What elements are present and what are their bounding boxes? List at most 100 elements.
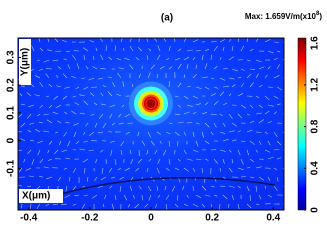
x-tick-label: 0: [148, 213, 154, 224]
field-arrow: [86, 176, 89, 182]
field-arrow: [69, 176, 71, 182]
field-arrow: [162, 149, 167, 156]
field-arrow: [237, 38, 240, 43]
field-arrow: [255, 112, 262, 115]
field-arrow: [195, 122, 200, 125]
field-arrow: [187, 213, 190, 218]
field-arrow: [109, 113, 113, 119]
field-arrow: [264, 149, 271, 153]
field-arrow: [124, 167, 131, 171]
field-arrow: [157, 158, 161, 165]
field-arrow: [129, 185, 133, 191]
field-arrow: [213, 100, 219, 106]
field-arrow: [183, 56, 190, 61]
field-arrow: [97, 185, 104, 188]
field-arrow: [237, 93, 244, 97]
field-arrow: [246, 149, 250, 156]
field-arrow: [150, 64, 156, 70]
max-label: Max: 1.659V/m(x108): [245, 11, 323, 22]
field-arrow: [255, 149, 259, 153]
field-arrow: [276, 140, 282, 146]
field-arrow: [18, 149, 23, 152]
field-arrow: [156, 54, 161, 61]
field-arrow: [93, 55, 95, 61]
field-arrow: [240, 158, 244, 165]
field-arrow: [29, 203, 32, 209]
field-arrow: [123, 194, 128, 201]
field-arrow: [138, 185, 142, 190]
field-arrow: [176, 194, 179, 201]
field-arrow: [111, 176, 116, 179]
field-arrow: [273, 185, 278, 191]
field-arrow: [246, 73, 252, 79]
field-arrow: [177, 48, 182, 52]
field-arrow: [34, 94, 41, 97]
field-arrow: [18, 113, 23, 118]
field-arrow: [71, 110, 77, 115]
field-arrow: [246, 203, 252, 209]
field-arrow: [91, 140, 98, 142]
field-arrow: [147, 131, 152, 138]
field-arrow: [52, 203, 59, 205]
field-arrow: [109, 104, 116, 108]
field-arrow: [108, 167, 113, 173]
x-axis-label: X(μm): [22, 191, 50, 202]
field-arrow: [255, 131, 262, 133]
field-arrow: [154, 149, 158, 155]
field-arrow: [255, 73, 259, 79]
field-arrow: [219, 77, 226, 81]
field-arrow: [124, 113, 131, 118]
field-arrow: [117, 167, 122, 171]
field-arrow: [55, 104, 62, 109]
field-arrow: [168, 140, 171, 147]
max-exponent: 8: [316, 11, 320, 17]
field-arrow: [43, 166, 50, 169]
field-arrow: [61, 149, 68, 152]
field-arrow: [267, 121, 272, 124]
field-arrow: [62, 95, 68, 100]
field-arrow: [89, 40, 95, 43]
field-arrow: [232, 213, 234, 216]
field-arrow: [81, 203, 86, 209]
field-arrow: [76, 63, 80, 70]
field-arrow: [219, 149, 226, 152]
field-arrow: [276, 86, 283, 91]
field-arrow: [228, 38, 232, 43]
field-arrow: [64, 111, 68, 115]
field-arrow: [273, 75, 280, 79]
field-arrow: [18, 167, 23, 173]
max-text: Max: 1.659V/m(x10: [245, 12, 317, 21]
field-arrow: [282, 203, 284, 205]
field-arrow: [135, 167, 140, 172]
field-arrow: [38, 213, 43, 214]
field-arrow: [116, 58, 122, 61]
field-arrow: [210, 131, 214, 135]
field-arrow: [267, 66, 271, 70]
field-arrow: [237, 113, 242, 119]
field-arrow: [258, 66, 265, 70]
field-arrow: [264, 110, 270, 115]
field-arrow: [30, 139, 35, 142]
field-arrow: [36, 59, 41, 62]
field-arrow: [168, 66, 173, 70]
field-arrow: [249, 48, 254, 52]
field-arrow: [186, 49, 193, 52]
field-arrow: [47, 38, 50, 43]
field-arrow: [192, 149, 199, 153]
field-arrow: [273, 57, 278, 61]
field-arrow: [74, 194, 80, 197]
field-arrow: [163, 38, 167, 43]
field-arrow: [112, 213, 115, 218]
field-arrow: [174, 58, 181, 61]
field-arrow: [111, 122, 116, 126]
field-arrow: [89, 92, 95, 97]
field-arrow: [118, 122, 125, 125]
field-arrow: [125, 131, 131, 135]
field-arrow: [264, 74, 268, 79]
field-arrow: [192, 111, 197, 115]
x-label-box: [19, 189, 63, 203]
field-arrow: [219, 131, 226, 134]
field-arrow: [201, 76, 208, 79]
field-arrow: [204, 158, 209, 161]
field-arrow: [210, 185, 215, 188]
